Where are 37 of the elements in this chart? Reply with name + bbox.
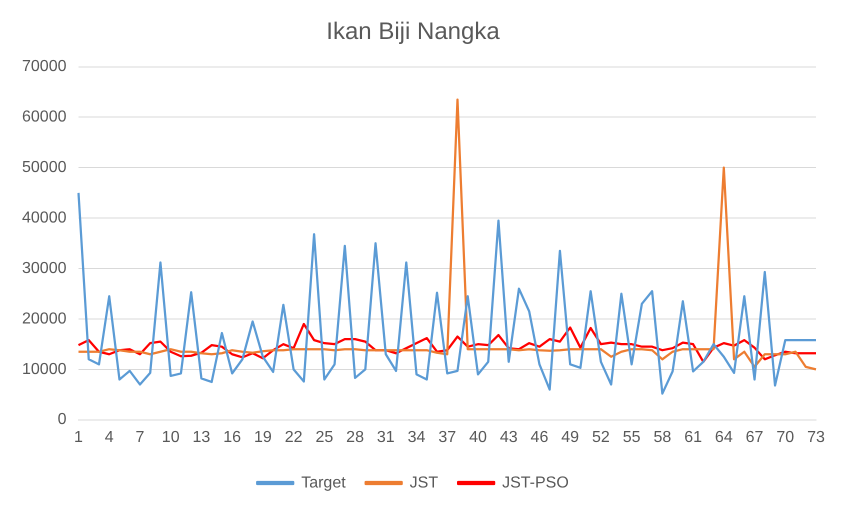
- y-tick-label: 50000: [22, 159, 67, 176]
- x-tick-label: 61: [684, 428, 702, 446]
- y-tick-label: 60000: [22, 108, 67, 126]
- x-tick-label: 16: [223, 428, 242, 446]
- x-tick-label: 13: [192, 428, 210, 446]
- x-tick-label: 31: [376, 428, 395, 446]
- x-tick-label: 43: [500, 428, 518, 446]
- y-tick-label: 0: [58, 411, 67, 428]
- y-tick-label: 40000: [22, 209, 67, 226]
- x-tick-label: 49: [561, 428, 580, 446]
- x-tick-label: 46: [530, 428, 548, 446]
- x-tick-label: 40: [469, 428, 487, 446]
- x-tick-label: 34: [408, 428, 426, 446]
- legend-label: JST-PSO: [502, 474, 569, 492]
- x-tick-label: 73: [807, 428, 825, 446]
- x-tick-label: 25: [315, 428, 334, 446]
- x-tick-label: 19: [254, 428, 272, 446]
- x-tick-label: 67: [746, 428, 764, 446]
- x-tick-label: 7: [136, 428, 144, 446]
- x-tick-label: 10: [162, 428, 180, 446]
- x-tick-label: 22: [284, 428, 303, 446]
- x-tick-label: 64: [714, 428, 733, 446]
- legend-label: JST: [410, 474, 438, 492]
- legend-label: Target: [301, 474, 346, 492]
- x-tick-label: 4: [104, 428, 114, 446]
- x-tick-label: 37: [438, 428, 456, 446]
- x-tick-label: 55: [622, 428, 641, 446]
- x-tick-label: 70: [776, 428, 794, 446]
- y-tick-label: 30000: [22, 260, 67, 277]
- y-tick-label: 70000: [22, 58, 67, 76]
- y-tick-label: 20000: [22, 310, 67, 328]
- x-tick-label: 52: [592, 428, 610, 446]
- x-tick-label: 28: [346, 428, 364, 446]
- x-tick-label: 58: [653, 428, 672, 446]
- y-tick-label: 10000: [22, 360, 67, 378]
- x-tick-label: 1: [74, 428, 84, 446]
- chart-title: Ikan Biji Nangka: [326, 18, 500, 46]
